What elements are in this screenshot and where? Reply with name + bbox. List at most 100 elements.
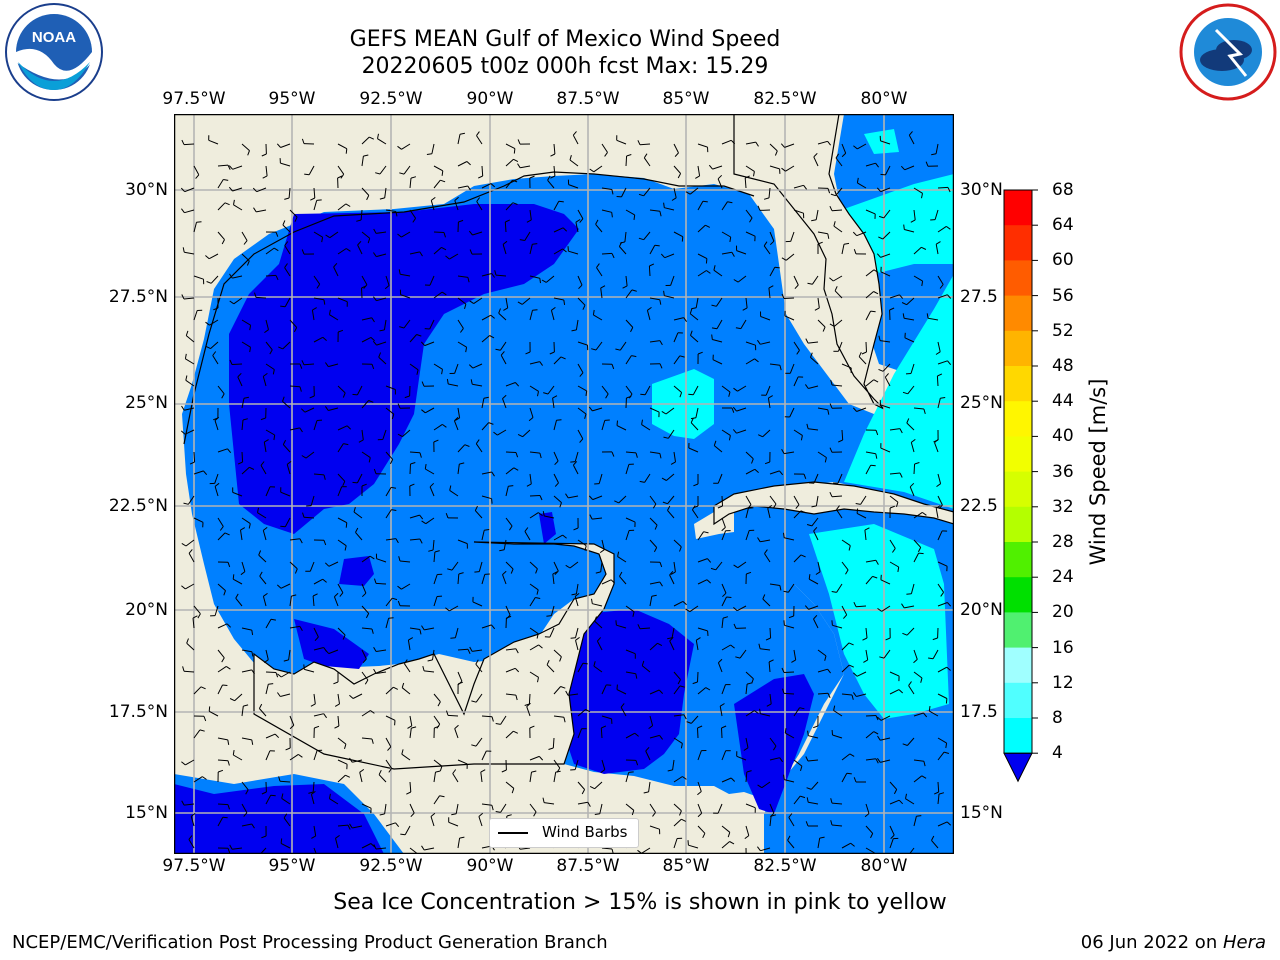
wind-barb: [208, 139, 219, 145]
wind-barb-flag: [546, 659, 550, 666]
wind-barb-flag: [199, 729, 205, 732]
wind-barb: [841, 664, 850, 673]
wind-barb-flag: [421, 845, 425, 851]
wind-barb-flag: [647, 306, 652, 311]
colorbar-segment: [1004, 436, 1032, 473]
wind-barb-flag: [499, 549, 505, 552]
wind-barb: [736, 605, 747, 612]
wind-barb-flag: [833, 221, 836, 227]
wind-barb: [337, 203, 347, 211]
wind-barb: [553, 495, 562, 503]
wind-barb: [185, 539, 195, 547]
wind-barb: [282, 341, 291, 350]
wind-barb-flag: [226, 623, 232, 628]
wind-barb-flag: [349, 757, 353, 763]
wind-barb-flag: [494, 270, 497, 276]
wind-barb-flag: [412, 218, 417, 223]
wind-barb: [769, 165, 780, 170]
wind-barb-flag: [334, 703, 340, 707]
wind-barb-flag: [395, 822, 400, 828]
wind-barb: [697, 270, 707, 277]
wind-barb-flag: [526, 219, 532, 223]
wind-barb: [359, 772, 363, 783]
wind-barb: [760, 539, 771, 543]
wind-barb-flag: [662, 501, 668, 505]
wind-barb: [305, 451, 315, 459]
wind-barb: [784, 315, 795, 321]
wind-barb-flag: [424, 464, 427, 470]
wind-barb: [831, 495, 843, 498]
lat-label-right: 20°N: [960, 600, 1003, 620]
wind-barb: [214, 473, 219, 484]
wind-barb-flag: [285, 747, 291, 751]
wind-barb-flag: [368, 136, 375, 140]
wind-barb-flag: [371, 317, 375, 323]
wind-barb: [793, 759, 803, 767]
wind-barb: [793, 184, 804, 189]
wind-barb-flag: [416, 334, 422, 337]
wind-barb-flag: [181, 294, 185, 300]
wind-barb-flag: [563, 299, 566, 305]
wind-barb-flag: [227, 804, 230, 810]
wind-barb-flag: [876, 187, 882, 192]
wind-barb-flag: [459, 462, 465, 465]
wind-barb-flag: [393, 686, 399, 690]
wind-barb-flag: [253, 207, 257, 213]
wind-barb-flag: [896, 501, 899, 508]
wind-barb-flag: [671, 197, 677, 201]
wind-barb: [337, 693, 340, 704]
wind-barb-flag: [632, 611, 635, 617]
wind-barb-flag: [702, 833, 706, 839]
wind-barb-flag: [873, 291, 879, 295]
wind-barb-flag: [352, 481, 358, 484]
wind-barb: [529, 627, 539, 635]
wind-barb: [193, 310, 198, 321]
wind-barb-flag: [851, 694, 854, 700]
wind-barb-flag: [370, 337, 375, 342]
wind-barb-flag: [517, 139, 521, 145]
wind-barb-flag: [800, 765, 803, 772]
wind-barb: [217, 385, 225, 395]
wind-barb-flag: [333, 262, 338, 268]
wind-barb: [649, 495, 657, 505]
wind-barb: [241, 398, 245, 409]
wind-barb-flag: [746, 571, 752, 575]
wind-barb-flag: [408, 637, 414, 641]
wind-barb-flag: [813, 526, 818, 532]
wind-barb: [409, 178, 412, 189]
wind-barb: [858, 356, 867, 365]
wind-barb: [769, 627, 772, 639]
wind-barb-flag: [733, 607, 738, 612]
wind-barb: [280, 583, 291, 589]
wind-barb: [835, 187, 843, 197]
wind-barb-flag: [458, 572, 464, 575]
wind-barb-flag: [397, 145, 402, 150]
wind-barb: [457, 341, 467, 348]
wind-barb-flag: [779, 365, 782, 371]
wind-barb: [865, 715, 877, 717]
wind-barb: [481, 422, 490, 431]
wind-barb: [904, 337, 915, 343]
wind-barb-flag: [312, 593, 318, 597]
wind-barb: [908, 847, 915, 854]
wind-barb-flag: [595, 571, 601, 574]
wind-barb-flag: [284, 263, 288, 268]
wind-barb-flag: [282, 439, 287, 445]
wind-barb: [815, 495, 819, 506]
wind-barb: [481, 750, 487, 761]
wind-barb: [790, 231, 795, 242]
wind-barb-flag: [344, 743, 347, 750]
wind-barb: [425, 468, 435, 475]
wind-barb-flag: [938, 792, 945, 795]
wind-barb: [833, 710, 843, 717]
wind-barb: [889, 838, 894, 849]
wind-barb: [913, 539, 922, 548]
wind-barb: [832, 384, 843, 387]
wind-barb-flag: [853, 249, 857, 255]
wind-barb-flag: [397, 403, 401, 409]
wind-barb: [280, 842, 291, 849]
wind-barb-flag: [755, 141, 759, 147]
wind-barb-flag: [682, 601, 687, 606]
wind-barb: [673, 355, 681, 365]
wind-barb: [260, 465, 267, 475]
